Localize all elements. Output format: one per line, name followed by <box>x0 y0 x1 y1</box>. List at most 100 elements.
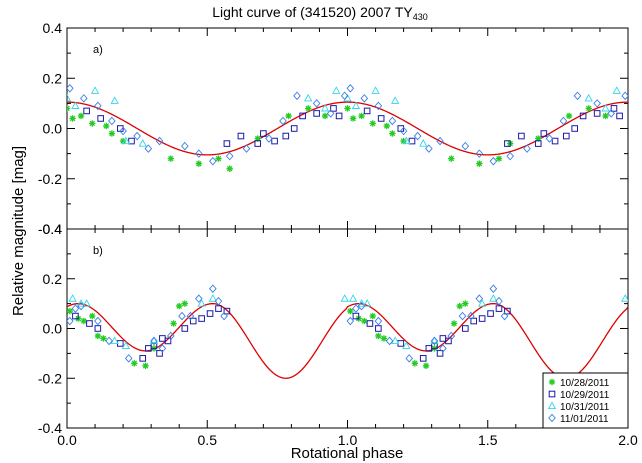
data-point <box>67 84 74 93</box>
data-point <box>176 302 183 310</box>
data-point <box>358 112 365 120</box>
data-point <box>265 134 273 143</box>
data-point <box>352 312 360 320</box>
data-point <box>346 84 355 93</box>
data-point <box>332 86 341 94</box>
data-point <box>346 316 355 326</box>
data-point <box>374 101 383 111</box>
data-point <box>156 350 163 357</box>
data-point <box>170 320 177 327</box>
data-point <box>282 132 290 140</box>
data-point <box>419 139 428 147</box>
data-point <box>462 325 469 332</box>
data-point <box>139 355 147 362</box>
data-point <box>584 93 593 102</box>
panel-label: b) <box>93 245 103 257</box>
data-point <box>380 335 388 342</box>
data-point <box>593 110 601 117</box>
data-point <box>478 315 486 322</box>
data-point <box>220 311 228 321</box>
data-point <box>383 122 390 130</box>
y-tick-label: -0.2 <box>38 370 62 386</box>
data-point <box>357 301 366 311</box>
data-point <box>489 294 498 302</box>
x-tick-label: 0.5 <box>198 432 218 448</box>
data-point <box>495 155 503 162</box>
data-point <box>422 362 430 370</box>
data-point <box>155 136 164 146</box>
data-point <box>67 316 74 326</box>
data-point <box>477 299 487 307</box>
legend-item: 11/01/2011 <box>548 413 609 425</box>
y-tick-label: 0.0 <box>43 321 63 337</box>
x-tick-label: 2.0 <box>618 432 638 448</box>
data-point <box>159 335 166 342</box>
data-point <box>562 132 570 140</box>
data-point <box>71 304 80 313</box>
legend-item: 10/29/2011 <box>548 390 610 401</box>
y-tick-label: 0.4 <box>43 221 63 237</box>
data-point <box>504 140 511 147</box>
data-point <box>260 130 267 137</box>
data-point <box>195 160 203 167</box>
data-point <box>254 135 261 142</box>
data-point <box>369 312 376 320</box>
data-point <box>142 362 149 370</box>
legend-label: 10/31/2011 <box>560 402 610 413</box>
data-point <box>363 107 371 115</box>
data-point <box>375 332 382 340</box>
data-point <box>349 115 357 122</box>
data-point <box>621 294 628 302</box>
data-point <box>357 299 366 307</box>
y-tick-label: 0.2 <box>43 271 63 287</box>
data-point <box>601 103 610 112</box>
series-11-01-2011 <box>67 284 509 363</box>
x-tick-label: 0.0 <box>57 432 77 448</box>
legend-marker <box>548 413 556 423</box>
data-point <box>467 311 475 321</box>
y-tick-label: 0.2 <box>43 70 63 86</box>
data-point <box>565 112 573 120</box>
data-point <box>71 101 80 109</box>
data-point <box>237 132 245 140</box>
data-point <box>121 136 131 145</box>
data-point <box>215 155 222 162</box>
data-point <box>607 109 615 118</box>
data-point <box>419 355 427 362</box>
legend-marker <box>548 390 556 398</box>
legend-label: 10/29/2011 <box>560 390 610 401</box>
legend-item: 10/28/2011 <box>548 378 610 389</box>
data-point <box>593 99 601 108</box>
fit-curve <box>67 101 628 156</box>
data-point <box>375 325 382 332</box>
data-point <box>371 86 380 94</box>
legend-marker <box>547 401 557 410</box>
data-point <box>94 316 102 326</box>
y-tick-label: -0.4 <box>38 420 62 436</box>
data-point <box>313 110 320 117</box>
panel-b: -0.4 -0.2 0.0 0.2 0.4 0.0 0.5 1.0 1.5 2.0 b) <box>38 221 638 448</box>
data-point <box>223 307 231 315</box>
data-point <box>208 294 218 302</box>
chart-panels: -0.4 -0.2 0.0 0.2 0.4 a) -0.4 -0.2 0.0 0.2 0.4 0.0 0… <box>38 20 638 448</box>
data-point <box>150 336 158 346</box>
data-point <box>209 284 217 293</box>
data-point <box>408 137 416 145</box>
data-point <box>326 109 335 118</box>
data-point <box>402 341 411 349</box>
data-point <box>138 139 147 147</box>
data-point <box>413 131 422 141</box>
data-point <box>495 305 503 312</box>
data-point <box>164 337 172 345</box>
data-point <box>402 136 411 145</box>
chart-title-subscript: 430 <box>413 12 428 22</box>
data-point <box>254 140 262 147</box>
data-point <box>540 130 548 137</box>
data-point <box>80 94 88 103</box>
data-point <box>195 294 203 303</box>
data-point <box>186 311 195 321</box>
data-point <box>197 299 206 307</box>
data-point <box>206 310 214 317</box>
y-tick-label: 0.0 <box>43 121 63 137</box>
data-point <box>68 294 77 302</box>
